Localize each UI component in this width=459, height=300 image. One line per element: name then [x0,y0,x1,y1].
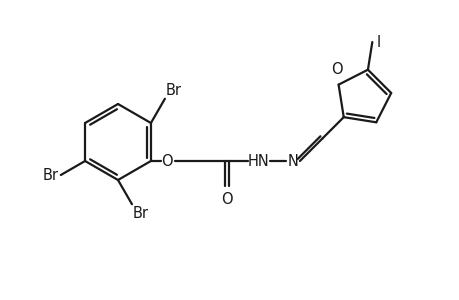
Text: I: I [375,34,380,50]
Text: O: O [330,61,341,76]
Text: Br: Br [133,206,149,221]
Text: N: N [287,154,298,169]
Text: Br: Br [43,167,59,182]
Text: HN: HN [247,154,269,169]
Text: Br: Br [166,83,181,98]
Text: O: O [221,192,232,207]
Text: O: O [161,154,172,169]
